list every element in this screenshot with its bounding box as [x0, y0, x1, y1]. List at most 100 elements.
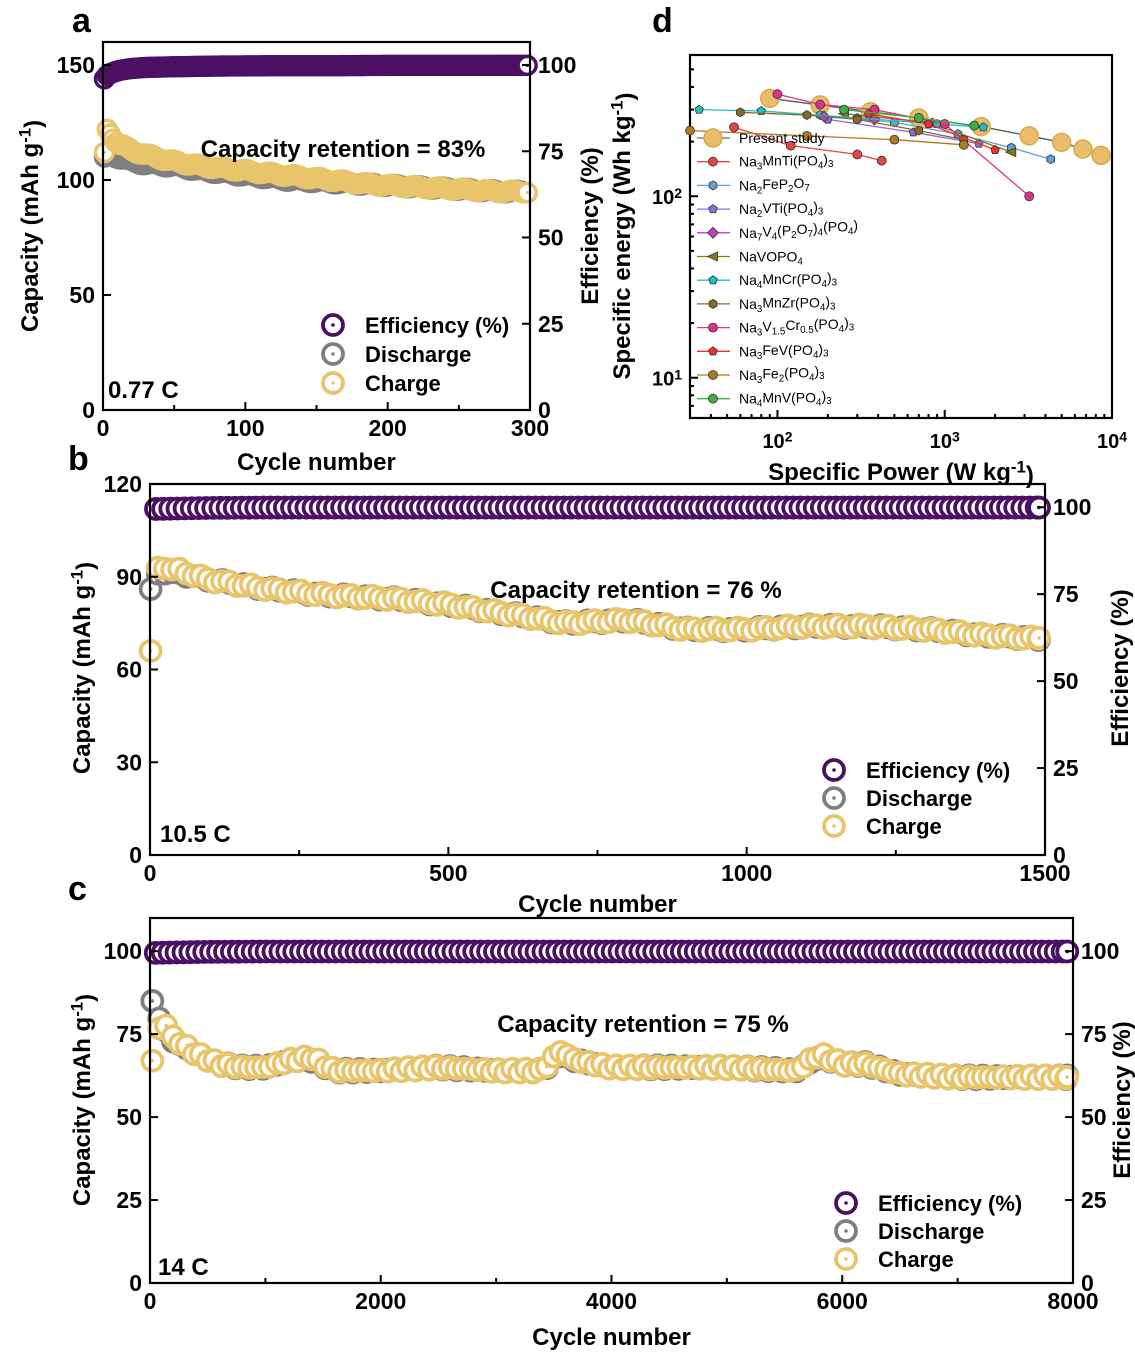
panel-label: c	[68, 870, 87, 908]
legend-marker-dot	[832, 796, 836, 800]
y2-tick-label: 75	[1081, 1021, 1107, 1047]
text-span: 7	[757, 233, 762, 244]
data-point	[708, 204, 718, 214]
y2-tick-label: 100	[538, 52, 576, 78]
legend-marker	[321, 371, 345, 395]
data-point	[802, 130, 812, 141]
text-span: 2	[674, 185, 682, 201]
text-span: Na	[739, 225, 757, 241]
text-span: 3	[828, 159, 834, 170]
text-span: 2	[788, 184, 793, 195]
text-span: -1	[607, 101, 626, 116]
legend-label: Efficiency (%)	[866, 758, 1010, 783]
text-span: 25	[538, 311, 564, 337]
text-span: 10	[652, 187, 674, 209]
legend-label: Discharge	[365, 342, 471, 367]
legend-label: Na7V4(P2O7)4(PO4)	[739, 217, 858, 244]
text-span: 10	[1097, 431, 1119, 453]
data-point	[708, 393, 718, 404]
x-axis-label: Cycle number	[237, 449, 396, 476]
text-span: 4	[808, 208, 814, 219]
text-span: 100	[538, 52, 576, 78]
text-span: 50	[69, 282, 95, 308]
data-point	[852, 114, 862, 125]
text-span: 3	[952, 429, 960, 445]
text-span: Capacity retention = 83%	[201, 136, 486, 163]
x-tick-label: 104	[1097, 429, 1127, 453]
series-b-charge	[138, 555, 1051, 663]
text-span: 3	[849, 323, 855, 334]
legend-label: Na3Fe2(PO4)3	[739, 363, 825, 386]
series-line	[689, 129, 964, 146]
text-span: 0.5	[800, 325, 814, 336]
text-span: Na	[739, 177, 757, 193]
text-span: Cycle number	[532, 1324, 691, 1351]
text-span: )	[825, 293, 830, 309]
text-span: 25	[1081, 1187, 1107, 1213]
y-tick-label: 101	[652, 366, 682, 390]
text-span: Na	[739, 391, 757, 407]
legend-label: Charge	[866, 814, 942, 839]
data-point	[772, 89, 783, 100]
y-tick-label: 90	[116, 564, 142, 590]
text-span: 2	[791, 230, 796, 241]
text-span: Na	[739, 272, 757, 288]
text-span: 50	[1053, 668, 1079, 694]
data-point	[1073, 139, 1093, 159]
data-point	[913, 113, 924, 123]
legend-label: Charge	[878, 1247, 954, 1272]
retention-annotation: Capacity retention = 75 %	[497, 1011, 788, 1038]
x-tick-label: 500	[429, 860, 467, 886]
y2-tick-label: 50	[1081, 1104, 1107, 1130]
data-point	[1091, 145, 1111, 166]
y-tick-label: 0	[129, 1270, 142, 1296]
series-d-9	[863, 108, 1000, 154]
text-span: 100	[1081, 938, 1119, 964]
text-span: 4	[816, 397, 822, 408]
text-span: Cycle number	[518, 891, 677, 918]
text-span: FeV(PO	[762, 342, 813, 358]
text-span: 120	[104, 471, 142, 497]
x-axis-label: Cycle number	[532, 1324, 691, 1351]
text-span: 4	[820, 303, 826, 314]
series-d-10	[685, 125, 969, 150]
data-point	[708, 156, 718, 167]
text-span: 75	[1081, 1021, 1107, 1047]
text-span: Efficiency (%)	[577, 147, 604, 304]
text-span: d	[652, 2, 673, 40]
y-tick-label: 50	[116, 1104, 142, 1130]
data-point	[708, 370, 718, 380]
series-d-11	[839, 104, 980, 131]
legend-label: Charge	[365, 371, 441, 396]
text-span: )	[815, 363, 820, 379]
text-span: (PO	[814, 316, 839, 332]
data-point-dot	[1037, 636, 1041, 640]
x-tick-label: 0	[144, 860, 157, 886]
text-span: MnCr(PO	[762, 271, 821, 287]
text-span: Charge	[866, 814, 942, 839]
text-span: MnV(PO	[762, 389, 816, 405]
text-span: 0	[82, 397, 95, 423]
y-tick-label: 30	[116, 749, 142, 775]
data-point	[708, 275, 718, 285]
legend-marker	[834, 1191, 858, 1215]
text-span: O	[797, 221, 808, 237]
y2-axis-label: Efficiency (%)	[1109, 1021, 1135, 1178]
data-point-dot	[1065, 1075, 1070, 1079]
legend-marker	[321, 342, 345, 366]
legend-marker-dot	[844, 1257, 848, 1261]
y-tick-label: 100	[57, 167, 95, 193]
text-span: )	[818, 341, 823, 357]
series-c-charge	[140, 1013, 1080, 1092]
text-span: 50	[116, 1104, 142, 1130]
legend-label: Efficiency (%)	[365, 313, 509, 338]
text-span: V	[762, 318, 772, 334]
x-tick-label: 8000	[1047, 1288, 1098, 1314]
text-span: 3	[757, 375, 763, 386]
text-span: 4	[809, 372, 815, 383]
legend-label: Na3MnTi(PO4)3	[739, 151, 834, 172]
rate-label: 10.5 C	[160, 821, 231, 848]
text-span: 4	[797, 256, 803, 267]
